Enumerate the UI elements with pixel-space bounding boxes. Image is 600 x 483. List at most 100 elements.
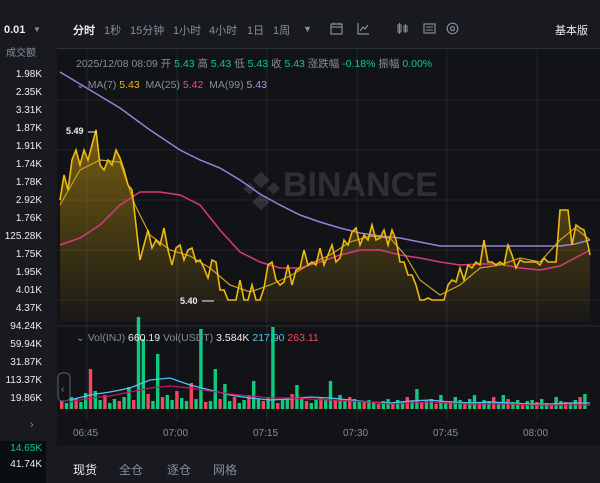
tab-spot[interactable]: 现货 xyxy=(73,463,98,477)
calendar-icon[interactable] xyxy=(330,22,343,38)
volume-bar xyxy=(314,400,318,409)
volume-value: 4.37K xyxy=(15,303,42,314)
vol-ma1-value: 217.90 xyxy=(252,332,285,344)
volume-bars xyxy=(60,317,587,409)
volume-bar xyxy=(290,394,294,409)
candle-icon[interactable] xyxy=(396,22,409,38)
volume-bar xyxy=(184,401,189,409)
volume-bar xyxy=(232,397,237,409)
volume-bar xyxy=(391,403,395,409)
basic-view-button[interactable]: 基本版 xyxy=(555,25,588,37)
volume-bar xyxy=(520,403,525,409)
volume-bar xyxy=(309,403,313,409)
info-icon[interactable] xyxy=(446,22,459,38)
volume-bar xyxy=(127,387,131,409)
scroll-handle[interactable] xyxy=(57,372,71,402)
volume-value: 1.95K xyxy=(15,267,42,278)
ma99-line xyxy=(59,71,591,247)
volume-bar xyxy=(487,401,491,409)
volume-bar xyxy=(117,401,121,409)
volume-bar xyxy=(252,381,256,409)
volume-list: 1.98K 2.35K 3.31K 1.87K 1.91K 1.74K 1.78… xyxy=(5,66,42,408)
volume-bar xyxy=(434,404,438,409)
volume-value: 1.74K xyxy=(15,159,42,170)
volume-bar xyxy=(448,401,453,409)
volume-ma1-line xyxy=(69,377,590,405)
volume-value: 3.31K xyxy=(15,105,42,116)
volume-bar xyxy=(199,329,203,409)
tab-isolated[interactable]: 逐仓 xyxy=(167,463,192,477)
volume-bar xyxy=(295,385,299,409)
low-marker: 5.40 xyxy=(180,296,198,306)
volume-bar xyxy=(213,369,217,409)
interval-1w[interactable]: 1周 xyxy=(273,25,291,37)
chevron-down-icon[interactable]: ⌄ xyxy=(76,332,85,344)
volume-bar xyxy=(189,383,193,409)
volume-bar xyxy=(60,401,64,409)
volume-bar xyxy=(69,397,73,409)
volume-bar xyxy=(285,399,289,409)
close-value: 5.43 xyxy=(284,58,305,70)
volume-value: 19.86K xyxy=(10,393,42,404)
interval-1d[interactable]: 1日 xyxy=(247,25,265,37)
indicator-icon[interactable] xyxy=(357,22,370,38)
volume-bar xyxy=(261,401,265,409)
volume-bar xyxy=(554,397,558,409)
volume-bar xyxy=(256,399,261,409)
volume-bar xyxy=(410,401,414,409)
volume-bar xyxy=(175,391,179,409)
volume-value: 113.37K xyxy=(5,375,42,386)
chevron-down-icon[interactable]: ⌄ xyxy=(76,79,85,91)
tab-grid[interactable]: 网格 xyxy=(213,463,238,477)
high-value: 5.43 xyxy=(210,58,232,70)
price-step[interactable]: 0.01 xyxy=(4,24,26,36)
volume-bar xyxy=(492,397,496,409)
amplitude-value: 0.00% xyxy=(402,58,433,70)
volume-bar xyxy=(501,395,505,409)
change-label: 涨跌幅 xyxy=(307,58,340,70)
volume-bar xyxy=(108,403,112,409)
volume-bar xyxy=(93,391,97,409)
volume-bar xyxy=(429,399,433,409)
high-marker: 5.49 xyxy=(66,126,84,136)
volume-bar xyxy=(64,403,69,409)
interval-line[interactable]: 分时 xyxy=(73,25,95,37)
volume-bar xyxy=(280,400,285,409)
interval-4h[interactable]: 4小时 xyxy=(209,25,238,37)
settings-icon[interactable] xyxy=(423,22,436,38)
volume-bar xyxy=(74,399,78,409)
interval-1s[interactable]: 1秒 xyxy=(104,25,122,37)
binance-watermark: BINANCE xyxy=(243,166,438,211)
volume-bar xyxy=(319,397,323,409)
volume-bar xyxy=(160,397,165,409)
ma-info: ⌄ MA(7) 5.43 MA(25) 5.42 MA(99) 5.43 xyxy=(76,79,267,91)
volume-bar xyxy=(156,354,160,409)
volume-bar xyxy=(333,400,337,409)
interval-1h[interactable]: 1小时 xyxy=(173,25,202,37)
bottom-value: 41.74K xyxy=(10,459,42,470)
volume-bar xyxy=(544,403,549,409)
x-tick: 06:45 xyxy=(73,428,99,439)
volume-bar xyxy=(218,399,222,409)
volume-bar xyxy=(103,395,107,409)
interval-15m[interactable]: 15分钟 xyxy=(130,25,165,37)
open-value: 5.43 xyxy=(174,58,195,70)
x-tick: 07:30 xyxy=(343,428,369,439)
volume-bar xyxy=(396,400,400,409)
tab-cross[interactable]: 全仓 xyxy=(119,463,144,477)
volume-value: 1.91K xyxy=(15,141,42,152)
volume-bar xyxy=(415,389,419,409)
volume-header: 成交额 xyxy=(6,48,36,59)
trade-tabs: 现货 全仓 逐仓 网格 xyxy=(57,452,600,483)
open-label: 开 xyxy=(160,58,172,70)
watermark-text: BINANCE xyxy=(283,166,438,204)
caret-down-icon[interactable]: ▼ xyxy=(33,25,41,34)
vol-usdt-value: 3.584K xyxy=(216,332,250,344)
volume-bar xyxy=(122,397,126,409)
ma99-value: 5.43 xyxy=(246,79,267,91)
chevron-right-icon[interactable]: › xyxy=(30,419,34,431)
volume-value: 2.35K xyxy=(15,87,42,98)
volume-bar xyxy=(348,397,352,409)
caret-down-icon[interactable]: ▼ xyxy=(303,24,312,34)
